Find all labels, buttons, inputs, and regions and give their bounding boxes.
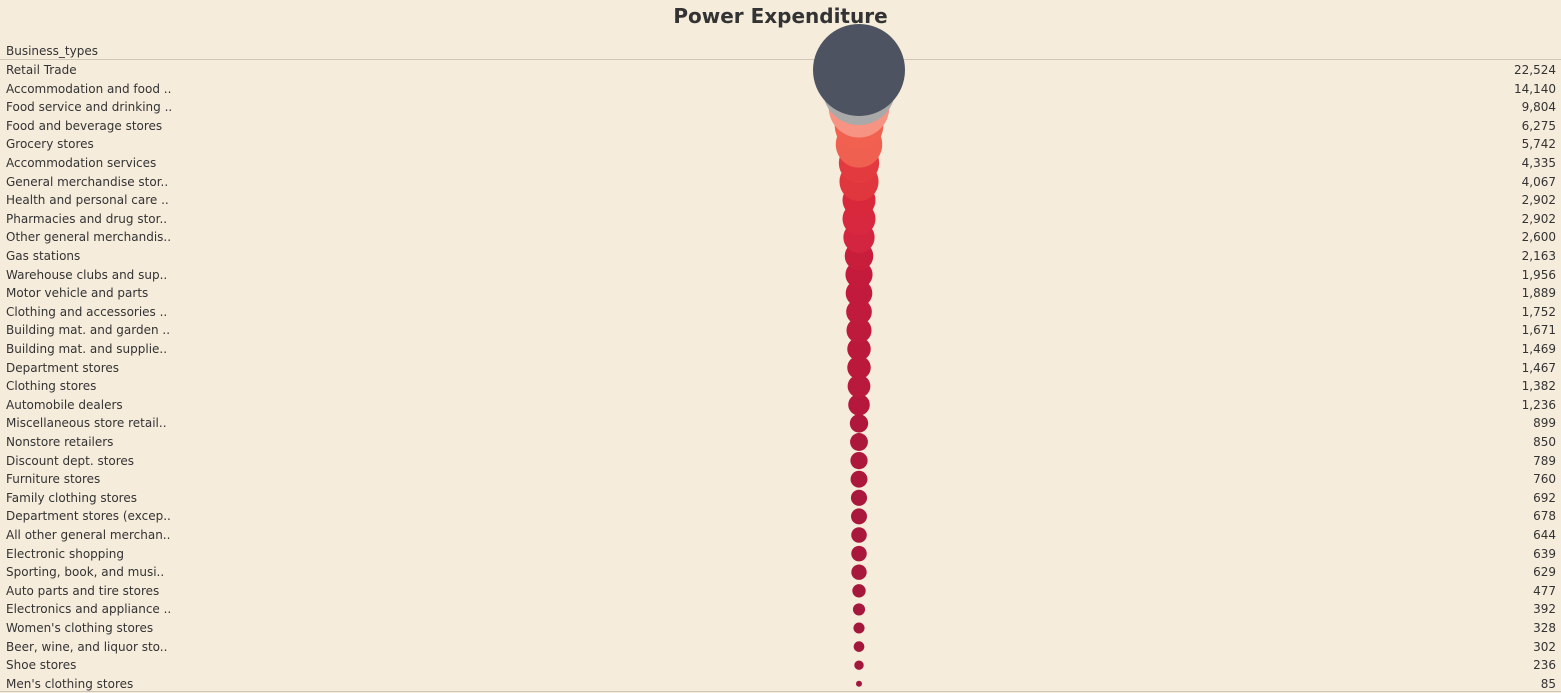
value-label: 789 xyxy=(1533,453,1556,468)
value-label: 4,335 xyxy=(1521,156,1556,170)
header-divider xyxy=(0,59,1561,60)
bubble-mark xyxy=(847,337,871,361)
category-label: Miscellaneous store retail.. xyxy=(6,416,167,431)
value-label: 22,524 xyxy=(1514,63,1556,77)
category-label: Health and personal care .. xyxy=(6,193,169,208)
category-label: Food service and drinking .. xyxy=(6,100,173,115)
category-label: Men's clothing stores xyxy=(6,676,134,691)
column-header: Business_types xyxy=(6,44,98,58)
category-label: Family clothing stores xyxy=(6,490,137,505)
value-label: 760 xyxy=(1533,472,1556,487)
value-label: 692 xyxy=(1533,490,1556,505)
category-label: Electronics and appliance .. xyxy=(6,602,172,617)
value-label: 1,956 xyxy=(1521,267,1556,282)
value-label: 1,236 xyxy=(1521,397,1556,412)
bubble-mark xyxy=(854,660,864,670)
category-label: Retail Trade xyxy=(6,63,77,77)
category-label: General merchandise stor.. xyxy=(6,174,169,189)
category-label: Other general merchandis.. xyxy=(6,230,172,245)
bubble-mark xyxy=(851,545,867,562)
bubble-mark xyxy=(853,641,865,652)
value-label: 4,067 xyxy=(1521,174,1556,189)
bubble-mark xyxy=(852,584,866,598)
bottom-divider xyxy=(0,691,1561,692)
category-label: Gas stations xyxy=(6,249,81,263)
value-label: 392 xyxy=(1533,602,1556,617)
category-label: Grocery stores xyxy=(6,137,94,152)
bubble-mark xyxy=(846,317,872,343)
category-label: Accommodation services xyxy=(6,156,157,170)
value-label: 1,382 xyxy=(1521,379,1556,394)
bubble-mark xyxy=(853,622,865,634)
bubble-mark xyxy=(852,603,866,616)
category-label: Shoe stores xyxy=(6,658,77,673)
value-label: 2,163 xyxy=(1521,249,1556,263)
value-label: 644 xyxy=(1533,528,1556,542)
value-label: 477 xyxy=(1533,583,1556,598)
bubble-mark xyxy=(813,24,905,116)
value-label: 850 xyxy=(1533,435,1556,449)
value-label: 2,600 xyxy=(1521,230,1556,245)
value-label: 639 xyxy=(1533,546,1556,561)
category-label: Electronic shopping xyxy=(6,546,124,561)
chart-title: Power Expenditure xyxy=(673,4,888,28)
value-label: 1,889 xyxy=(1521,286,1556,301)
category-label: Beer, wine, and liquor sto.. xyxy=(6,639,168,654)
category-label: Food and beverage stores xyxy=(6,118,163,133)
bubble-mark xyxy=(850,489,868,506)
bubble-mark xyxy=(850,433,868,451)
value-label: 1,469 xyxy=(1521,342,1556,356)
category-label: Accommodation and food .. xyxy=(6,81,172,96)
category-label: Clothing and accessories .. xyxy=(6,304,168,319)
value-label: 85 xyxy=(1540,676,1556,691)
bubble-mark xyxy=(850,470,868,488)
value-label: 678 xyxy=(1533,509,1556,524)
bubble-mark xyxy=(849,414,869,433)
bubble-mark xyxy=(846,298,872,325)
category-label: Women's clothing stores xyxy=(6,621,154,635)
category-label: Sporting, book, and musi.. xyxy=(6,565,165,580)
value-label: 9,804 xyxy=(1521,100,1556,115)
value-label: 1,752 xyxy=(1521,304,1556,319)
value-label: 1,467 xyxy=(1521,360,1556,375)
value-label: 302 xyxy=(1533,639,1556,654)
category-label: Auto parts and tire stores xyxy=(6,583,160,598)
category-label: Department stores (excep.. xyxy=(6,509,171,524)
category-label: Furniture stores xyxy=(6,472,101,487)
bubble-mark xyxy=(845,279,873,307)
category-label: Pharmacies and drug stor.. xyxy=(6,211,168,226)
category-label: Motor vehicle and parts xyxy=(6,286,149,301)
value-label: 899 xyxy=(1533,416,1556,431)
value-label: 2,902 xyxy=(1521,193,1556,208)
bubble-mark xyxy=(851,508,867,525)
bubble-mark xyxy=(851,564,867,580)
bubble-mark xyxy=(851,527,867,543)
category-label: Building mat. and supplie.. xyxy=(6,342,168,356)
category-label: Clothing stores xyxy=(6,379,97,394)
category-label: Automobile dealers xyxy=(6,397,123,412)
value-label: 5,742 xyxy=(1521,137,1556,152)
bubble-mark xyxy=(848,394,870,416)
value-label: 236 xyxy=(1533,658,1556,673)
category-label: Building mat. and garden .. xyxy=(6,323,171,338)
category-label: Discount dept. stores xyxy=(6,453,135,468)
bubble-mark xyxy=(847,355,871,380)
value-label: 629 xyxy=(1533,565,1556,580)
category-label: Department stores xyxy=(6,360,120,375)
value-label: 328 xyxy=(1533,621,1556,635)
value-label: 2,902 xyxy=(1521,211,1556,226)
bubble-mark xyxy=(850,451,868,470)
category-label: Nonstore retailers xyxy=(6,435,114,449)
bubble-mark xyxy=(856,680,862,687)
value-label: 14,140 xyxy=(1514,81,1556,96)
category-label: All other general merchan.. xyxy=(6,528,171,542)
value-label: 1,671 xyxy=(1521,323,1556,338)
value-label: 6,275 xyxy=(1521,118,1556,133)
bubble-mark xyxy=(847,374,871,398)
category-label: Warehouse clubs and sup.. xyxy=(6,267,168,282)
